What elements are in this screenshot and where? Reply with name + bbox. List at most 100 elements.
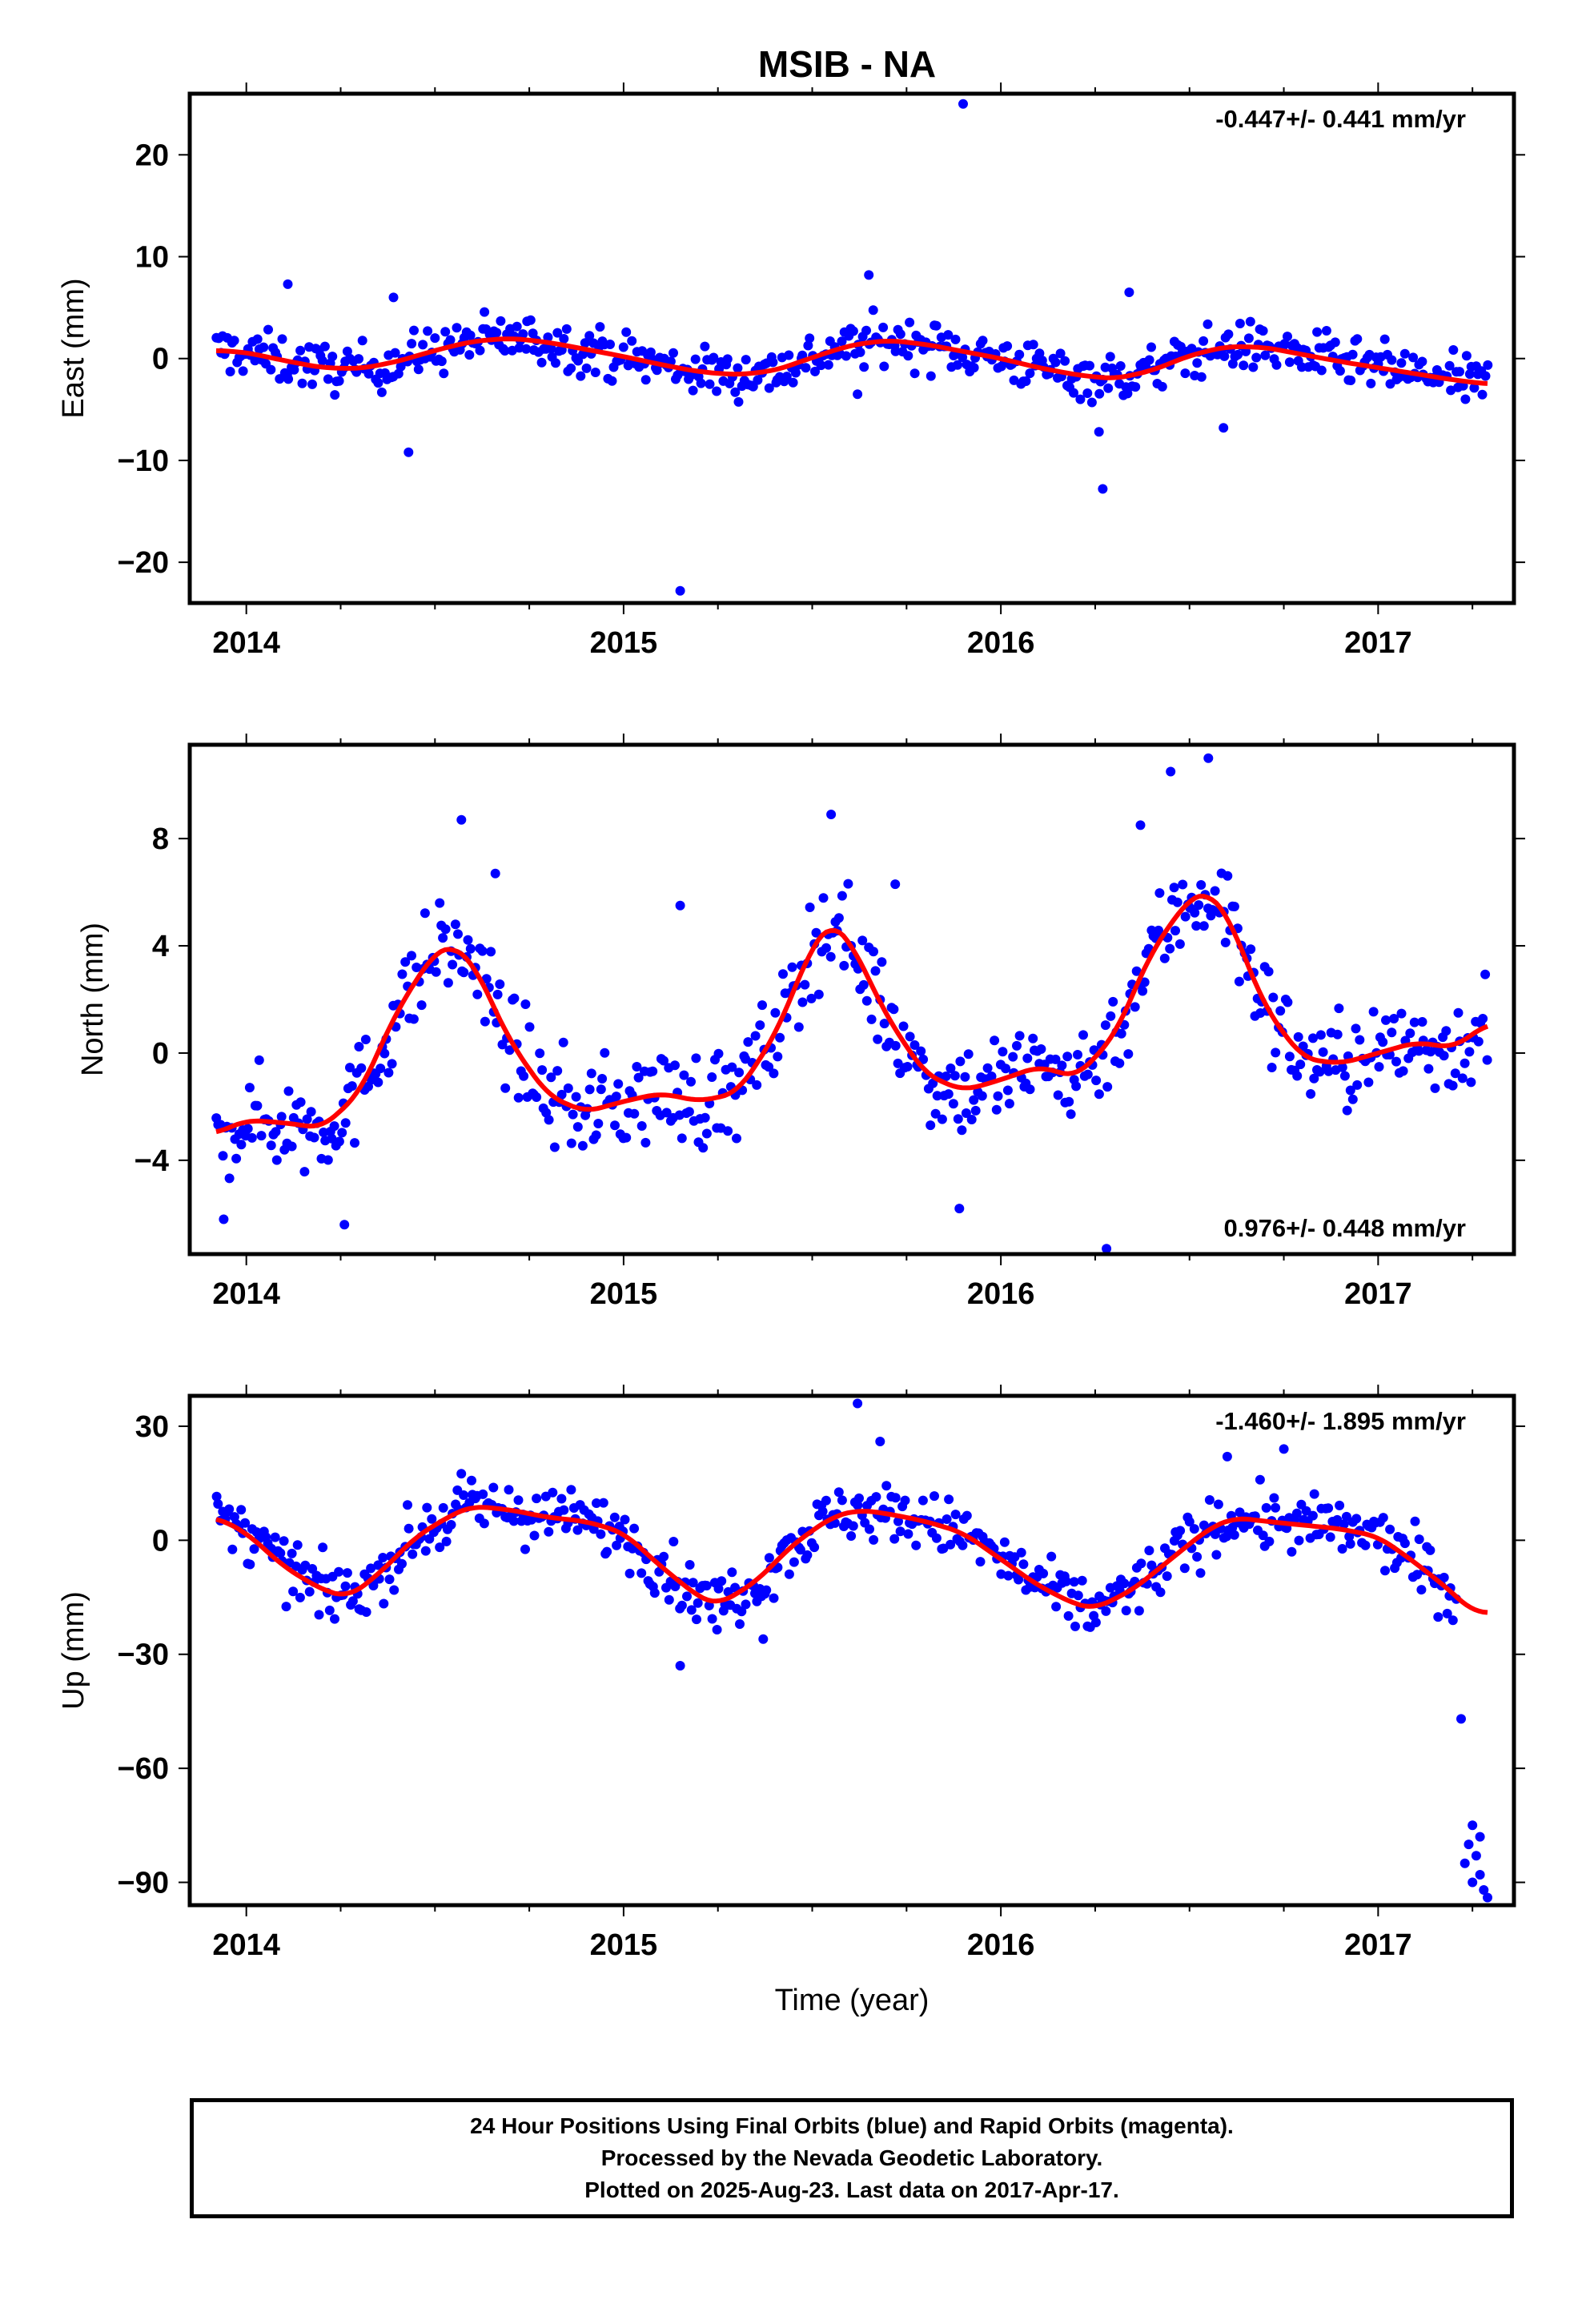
data-point (329, 1121, 339, 1132)
data-point (240, 1518, 251, 1528)
data-point (452, 323, 462, 333)
data-point (805, 333, 815, 344)
data-point (1372, 1539, 1383, 1550)
data-point (629, 1108, 640, 1119)
data-point (580, 338, 590, 348)
data-point (1439, 1051, 1449, 1061)
data-point (1332, 1029, 1343, 1039)
data-point (1268, 992, 1279, 1003)
data-point (309, 1132, 319, 1143)
data-point (1063, 1610, 1074, 1621)
data-point (277, 334, 287, 344)
data-point (520, 999, 531, 1009)
data-point (750, 1031, 761, 1041)
data-point (755, 1020, 765, 1031)
data-point (1412, 1570, 1423, 1580)
data-point (1464, 1047, 1475, 1057)
data-point (1283, 332, 1292, 342)
data-point (1220, 937, 1231, 947)
data-point (1448, 345, 1459, 355)
data-point (330, 1614, 339, 1624)
data-point (1203, 319, 1213, 329)
data-point (669, 1537, 679, 1546)
data-point (701, 1581, 712, 1590)
data-point (259, 342, 269, 352)
footer-line-3: Plotted on 2025-Aug-23. Last data on 201… (584, 2177, 1119, 2202)
data-point (953, 1114, 963, 1124)
data-point (1460, 394, 1471, 404)
data-point (1352, 1080, 1363, 1090)
data-point (612, 1540, 622, 1550)
data-point (266, 364, 276, 375)
data-point (649, 1588, 660, 1598)
data-point (627, 336, 637, 346)
data-point (504, 1045, 515, 1055)
data-point (1442, 1608, 1452, 1618)
outlier-point (1222, 1451, 1232, 1462)
data-point (1178, 879, 1188, 890)
data-point (543, 332, 553, 343)
data-point (1447, 1615, 1458, 1626)
data-point (1307, 1510, 1318, 1521)
data-point (730, 387, 741, 397)
data-point (1441, 1026, 1452, 1036)
data-point (713, 1048, 724, 1059)
data-point (1339, 1071, 1350, 1081)
data-point (508, 1516, 519, 1526)
data-point (1306, 1089, 1316, 1099)
x-tick-label: 2014 (212, 626, 280, 660)
data-point (1483, 360, 1493, 370)
data-point (1447, 1080, 1458, 1091)
data-point (684, 1107, 694, 1117)
data-point (1003, 1570, 1014, 1581)
outlier-point (1124, 287, 1134, 297)
data-point (1342, 1105, 1352, 1116)
data-point (1234, 976, 1244, 987)
data-point (1309, 1489, 1319, 1499)
data-point (1351, 1023, 1361, 1034)
outlier-point (1475, 1831, 1485, 1842)
data-point (263, 324, 273, 335)
data-point (231, 1153, 242, 1164)
data-point (752, 1080, 762, 1090)
data-point (1398, 1066, 1408, 1076)
data-point (596, 1084, 606, 1095)
data-point (813, 989, 824, 999)
data-point (620, 1514, 630, 1525)
data-point (556, 1089, 567, 1100)
data-point (670, 1060, 680, 1071)
outlier-point (864, 270, 874, 280)
data-point (1255, 1474, 1265, 1485)
data-point (389, 1585, 400, 1595)
data-point (431, 967, 441, 977)
data-point (1229, 1530, 1239, 1540)
y-tick-label: 4 (152, 930, 169, 963)
data-point (1114, 1058, 1125, 1068)
footer-line-2: Processed by the Nevada Geodetic Laborat… (600, 2145, 1103, 2170)
data-point (930, 1108, 941, 1119)
outlier-point (890, 879, 901, 890)
data-point (931, 1533, 942, 1543)
data-point (1146, 342, 1156, 352)
data-point (1155, 1587, 1166, 1598)
data-point (552, 328, 563, 338)
data-point (1477, 389, 1488, 400)
data-point (712, 1625, 722, 1634)
data-point (486, 947, 496, 957)
data-point (769, 1593, 779, 1603)
data-point (784, 350, 794, 360)
data-point (1387, 355, 1397, 365)
data-point (407, 951, 416, 961)
data-point (1455, 367, 1464, 377)
data-point (1184, 1517, 1195, 1527)
x-tick-label: 2017 (1344, 1277, 1412, 1311)
data-point (1082, 1069, 1093, 1080)
data-point (609, 1512, 620, 1522)
data-point (928, 1078, 938, 1088)
data-point (1414, 1046, 1424, 1056)
data-point (1211, 1550, 1222, 1560)
data-point (1258, 326, 1268, 336)
data-point (481, 974, 492, 984)
data-point (1261, 1502, 1271, 1513)
